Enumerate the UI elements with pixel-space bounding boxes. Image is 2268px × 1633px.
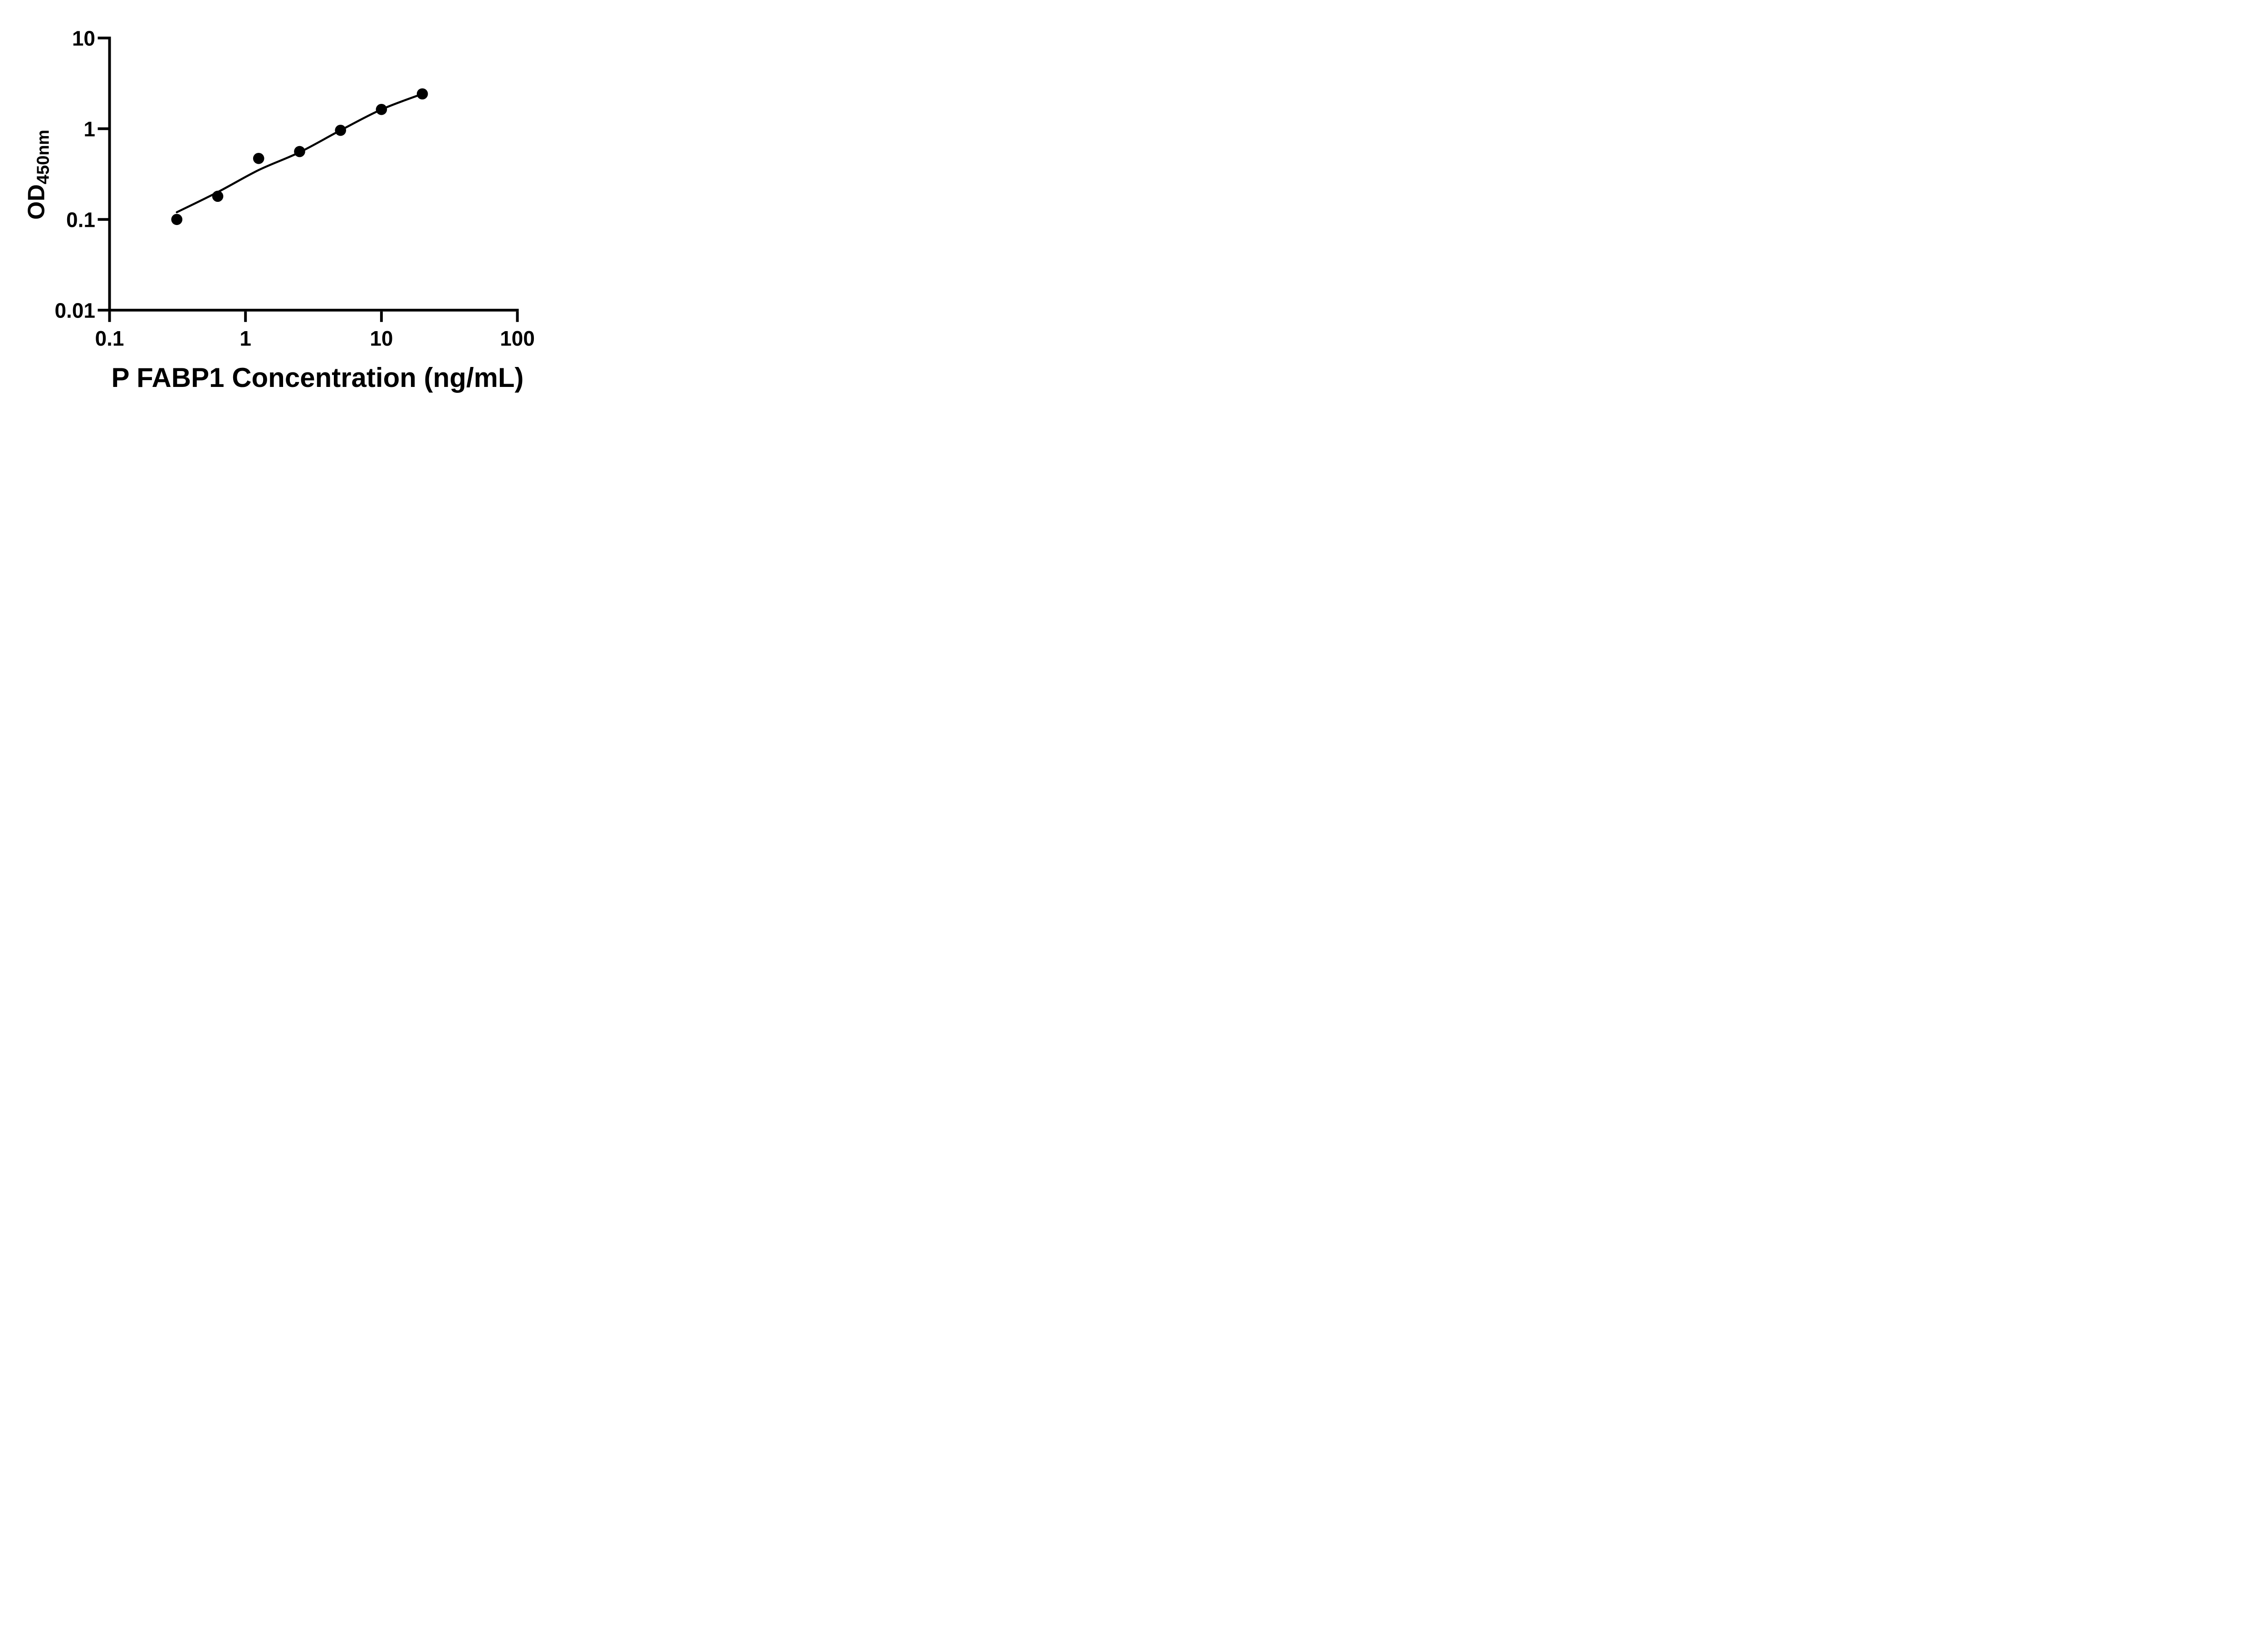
y-tick-0.1	[98, 218, 108, 221]
x-tick-label-100: 100	[500, 327, 535, 350]
data-point-20	[416, 88, 428, 100]
data-point-0.3125	[171, 214, 183, 225]
elisa-standard-curve-figure: 10 1 0.1 0.01 0.1 1 10 100 OD450nm P FABP1 Conc…	[0, 0, 581, 408]
y-tick-label-0.01: 0.01	[54, 298, 95, 322]
y-tick-label-0.1: 0.1	[66, 208, 95, 231]
x-tick-0.1	[108, 311, 111, 322]
y-axis-line	[108, 36, 111, 312]
data-point-0.625	[212, 191, 224, 202]
x-tick-label-1: 1	[240, 327, 251, 350]
y-axis-title-main: OD	[23, 184, 50, 220]
x-tick-100	[516, 311, 519, 322]
x-tick-label-10: 10	[370, 327, 393, 350]
y-axis-title-subscript: 450nm	[34, 129, 53, 185]
x-tick-1	[244, 311, 247, 322]
x-axis-line	[108, 308, 519, 312]
x-tick-label-0.1: 0.1	[95, 327, 124, 350]
data-point-5	[335, 125, 346, 136]
y-tick-1	[98, 127, 108, 130]
x-axis-title: P FABP1 Concentration (ng/mL)	[111, 362, 524, 393]
y-tick-10	[98, 36, 108, 39]
x-tick-10	[380, 311, 383, 322]
data-point-1.25	[253, 153, 264, 164]
y-tick-label-1: 1	[83, 117, 95, 141]
y-tick-0.01	[98, 308, 108, 312]
y-axis-title: OD450nm	[23, 130, 54, 220]
data-point-2.5	[294, 146, 305, 157]
y-tick-label-10: 10	[72, 26, 95, 50]
data-point-10	[376, 104, 387, 115]
